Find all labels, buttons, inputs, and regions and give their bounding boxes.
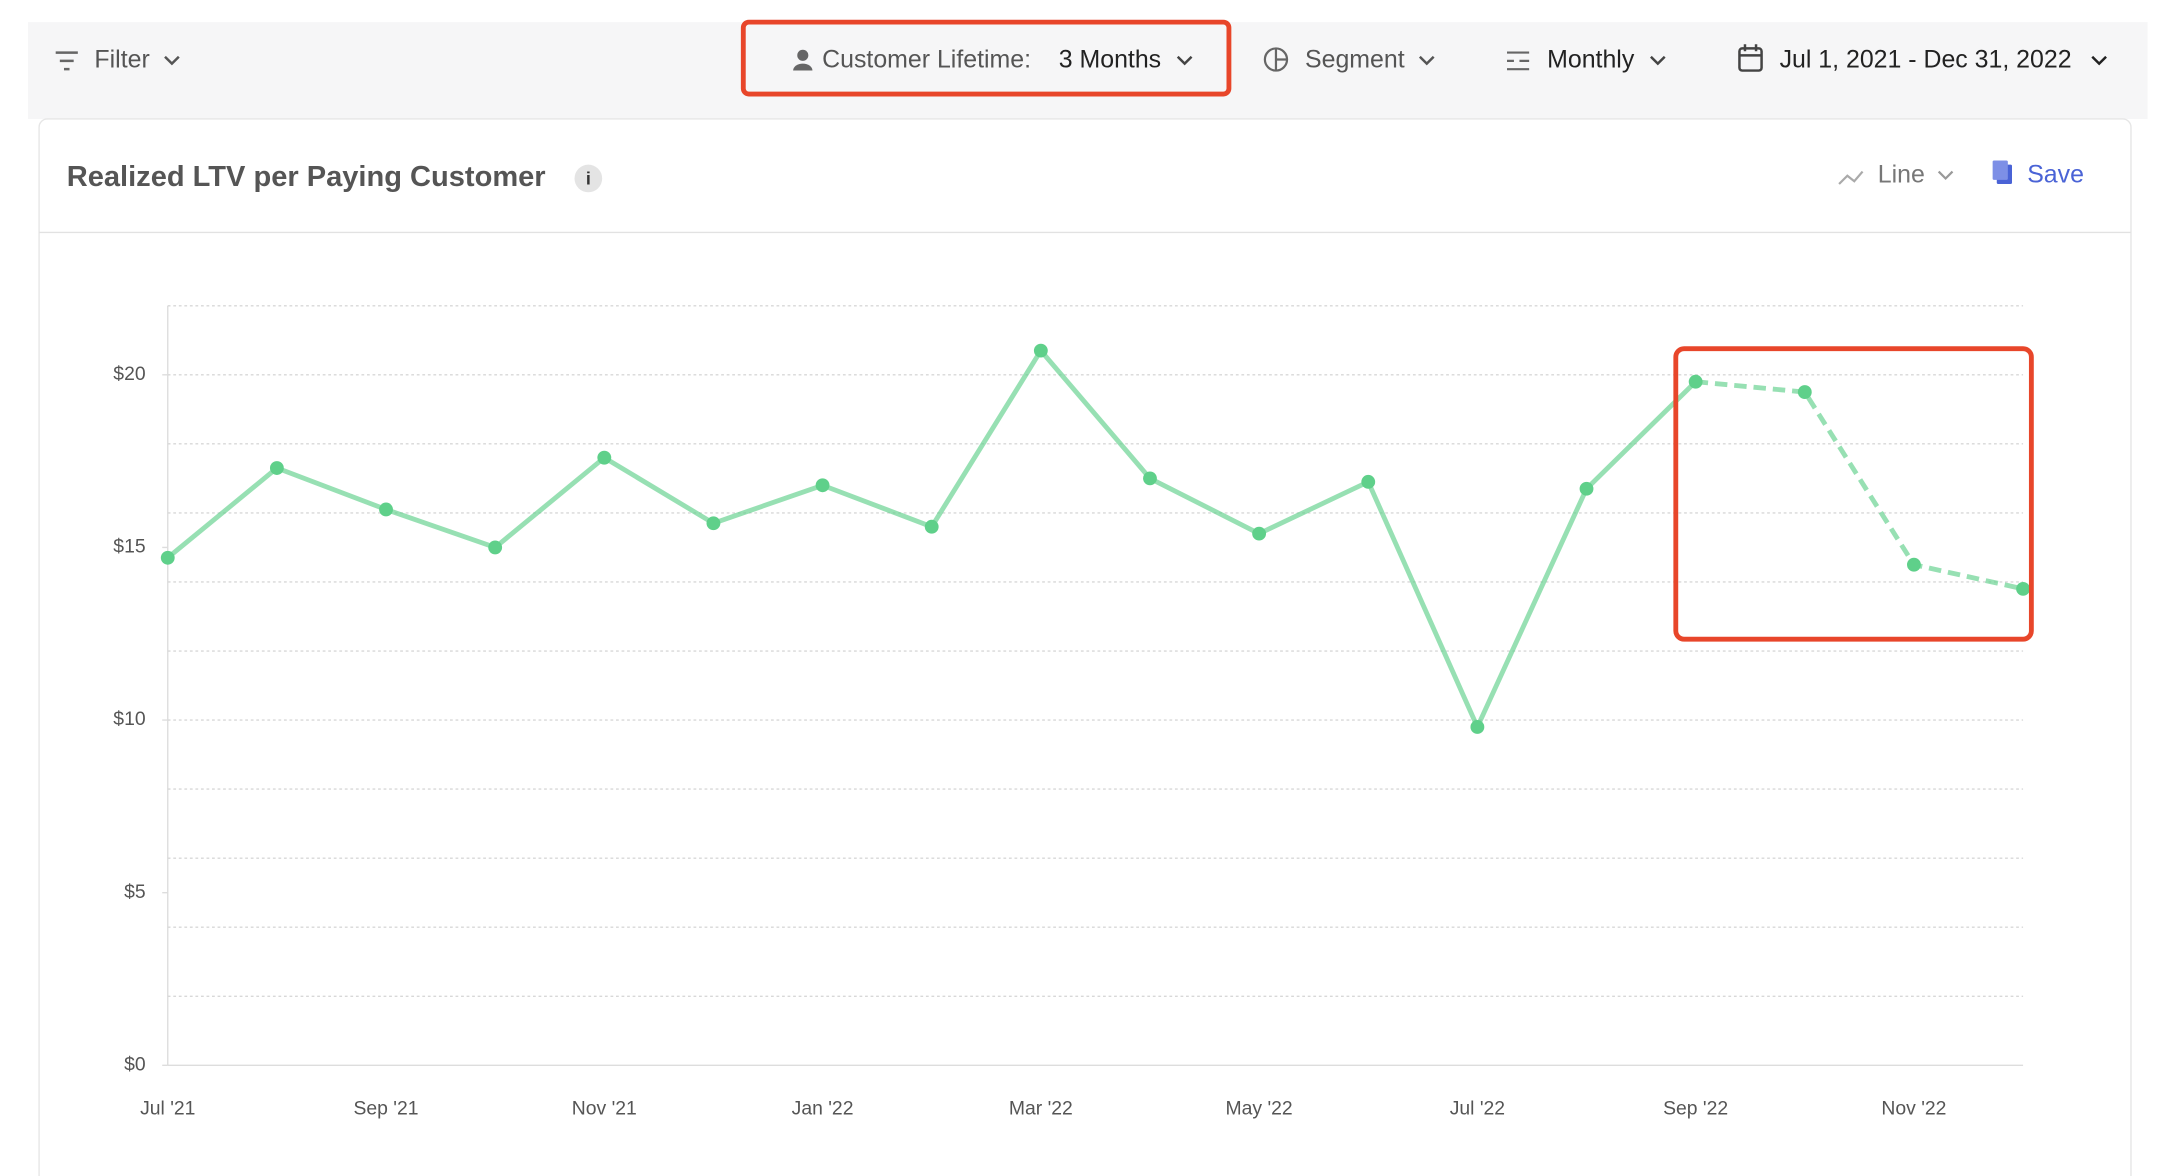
filter-button[interactable]: Filter [55,45,180,73]
toolbar [28,22,2148,119]
x-tick-label: Jan '22 [792,1098,854,1120]
highlight-box [740,19,1232,97]
chevron [2091,55,2107,66]
x-tick-label: Nov '22 [1881,1098,1946,1120]
x-tick-label: Jul '22 [1450,1098,1505,1120]
interval-icon [1507,51,1530,71]
chart-type-button[interactable]: Line [1838,160,1954,188]
data-point [379,502,393,517]
chevron [164,55,180,66]
data-point [1907,557,1921,572]
segment-icon [1274,48,1288,71]
x-tick-label: Jul '21 [140,1098,195,1120]
save-button[interactable]: Save [1992,160,2084,188]
data-point [488,540,503,555]
chart-title: Realized LTV per Paying Customer [67,161,546,193]
y-tick-label: $20 [113,363,146,385]
calendar-icon [1738,47,1763,72]
filter-label: Filter [94,45,149,73]
interval-selector[interactable]: Monthly [1507,45,1666,73]
chevron [1176,55,1193,66]
x-tick-label: Sep '21 [353,1098,418,1120]
data-point [1252,526,1267,541]
segment-selector[interactable]: Segment [1263,45,1435,73]
data-point [1688,374,1703,389]
line-icon [1838,170,1864,185]
x-tick-label: Mar '22 [1009,1098,1073,1120]
chart-card [38,118,2132,1176]
highlight-box [1673,346,2034,642]
filter-icon [55,51,78,71]
date-selector[interactable]: Jul 1, 2021 - Dec 31, 2022 [1738,44,2107,73]
data-point [1797,385,1812,399]
segment-label: Segment [1305,45,1405,73]
lifetime-selector[interactable]: Customer Lifetime: 3 Months [793,45,1193,73]
y-tick-label: $15 [113,536,145,558]
chart-type-label: Line [1878,160,1925,188]
data-point [597,450,612,465]
data-point [815,478,830,493]
data-point [1361,474,1376,489]
line-dashed [1695,379,2024,592]
y-tick-label: $0 [124,1053,146,1075]
lifetime-value: 3 Months [1059,45,1161,73]
info-icon[interactable] [574,164,603,193]
x-tick-label: May '22 [1226,1098,1293,1120]
x-tick-label: Sep '22 [1663,1098,1728,1120]
save-icon [1992,160,2008,180]
y-tick-label: $10 [113,708,146,730]
data-point [1579,481,1594,496]
chevron [1937,170,1954,181]
user-icon [793,63,813,71]
y-tick-label: $5 [124,881,146,903]
data-point [924,519,939,534]
interval-label: Monthly [1547,45,1635,73]
date-range: Jul 1, 2021 - Dec 31, 2022 [1780,45,2072,73]
data-point [269,461,284,475]
data-point [1470,720,1485,734]
info-icon-label: i [586,169,591,189]
calendar-icon [1739,44,1762,57]
chevron [1650,55,1666,66]
data-point [160,550,175,565]
data-point [2016,581,2030,596]
lifetime-label: Customer Lifetime: [822,45,1031,73]
data-point [706,516,721,531]
user-icon [797,49,809,61]
data-point [1143,471,1157,486]
x-tick-label: Nov '21 [572,1098,637,1120]
chevron [1418,55,1435,66]
save-label: Save [2027,160,2084,188]
data-point [1033,343,1048,358]
